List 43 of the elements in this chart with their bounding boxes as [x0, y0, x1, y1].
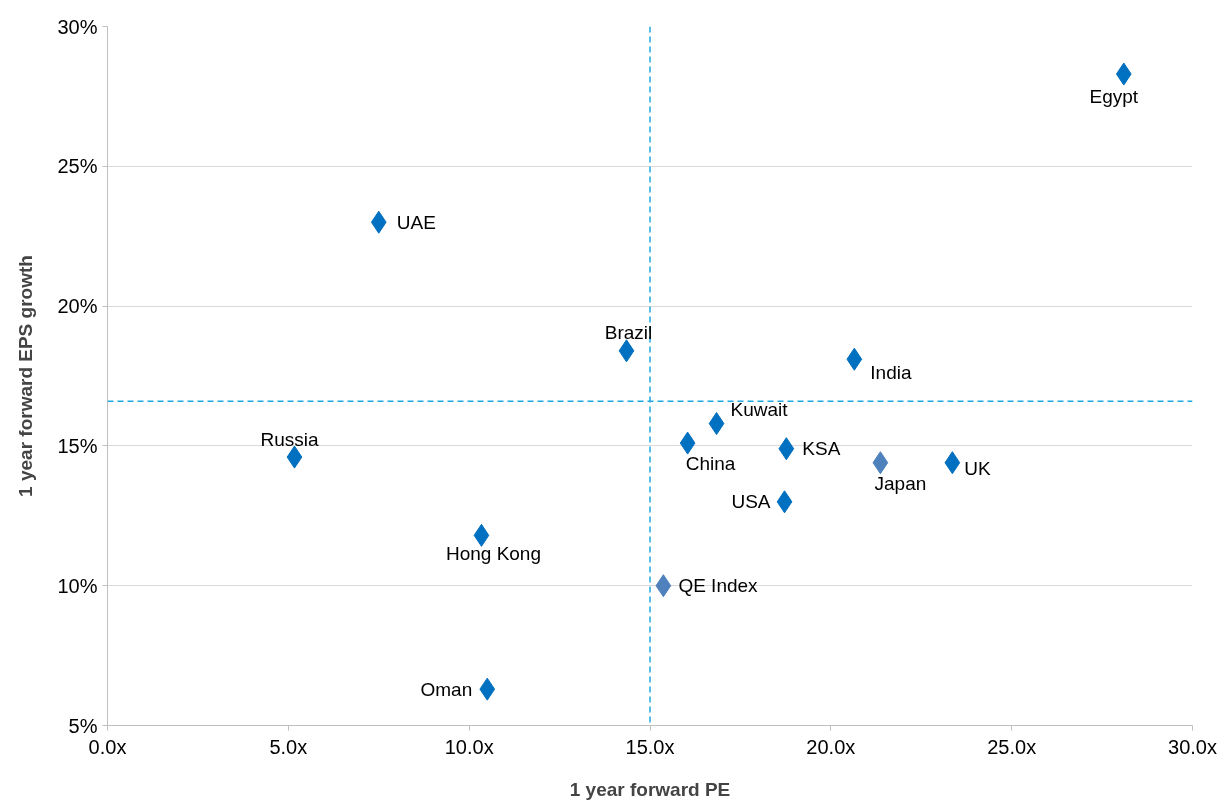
point	[479, 677, 496, 701]
point	[846, 347, 863, 371]
y-tick-label: 25%	[57, 155, 98, 178]
x-tick-label: 15.0x	[625, 735, 675, 758]
point	[872, 451, 889, 475]
point	[708, 412, 725, 436]
point	[776, 490, 793, 514]
annotation: KSA	[802, 438, 841, 460]
annotation: UK	[964, 458, 992, 480]
point	[286, 445, 303, 469]
point	[473, 523, 490, 547]
x-tick-label: 10.0x	[444, 735, 494, 758]
x-tick-label: 25.0x	[987, 735, 1037, 758]
annotation: India	[870, 361, 912, 383]
x-axis-title: 1 year forward PE	[569, 778, 731, 800]
point	[1115, 62, 1132, 86]
y-tick-label: 10%	[57, 574, 98, 597]
point	[370, 210, 387, 234]
annotation: QE Index	[678, 575, 759, 597]
annotation: Hong Kong	[445, 542, 541, 564]
x-tick-label: 30.0x	[1168, 735, 1217, 758]
annotation: Egypt	[1089, 85, 1139, 107]
point	[618, 339, 635, 363]
annotation: China	[685, 452, 736, 474]
y-tick-label: 30%	[57, 15, 98, 38]
x-tick-label: 5.0x	[269, 735, 308, 758]
y-axis-title: 1 year forward EPS growth	[15, 255, 37, 497]
point	[679, 431, 696, 455]
x-tick-label: 20.0x	[806, 735, 856, 758]
y-tick-label: 20%	[57, 295, 98, 318]
annotation: Japan	[874, 473, 927, 495]
annotation: USA	[731, 491, 771, 513]
annotation: UAE	[396, 211, 436, 233]
y-tick-label: 5%	[68, 714, 98, 737]
y-tick-label: 15%	[57, 434, 98, 457]
annotation: Russia	[260, 428, 319, 450]
point	[944, 451, 961, 475]
point	[655, 574, 672, 598]
point	[778, 437, 795, 461]
annotation: Oman	[420, 678, 473, 700]
x-tick-label: 0.0x	[88, 735, 127, 758]
annotation: Brazil	[604, 322, 653, 344]
annotation: Kuwait	[730, 399, 789, 421]
